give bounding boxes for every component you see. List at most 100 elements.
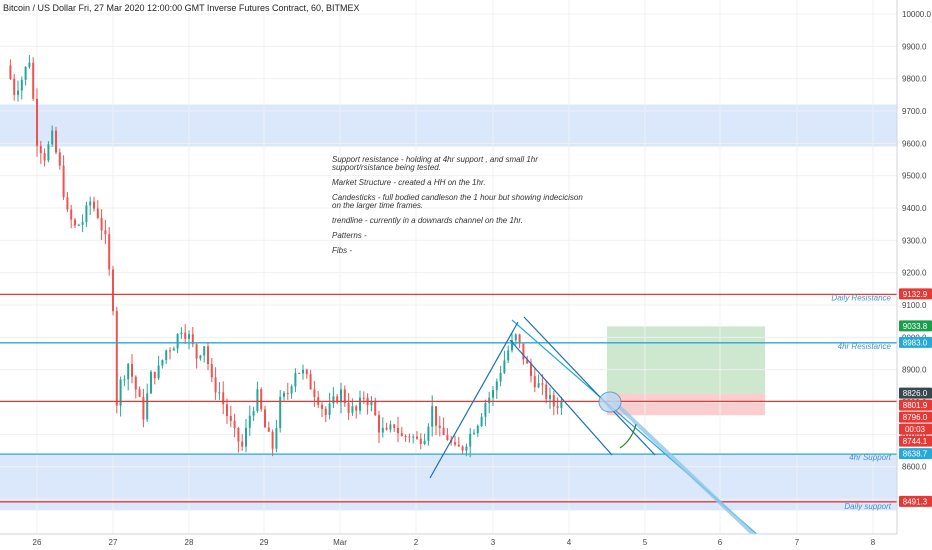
candle-down bbox=[222, 392, 225, 405]
candle-up bbox=[165, 350, 168, 361]
candle-down bbox=[530, 363, 532, 377]
candle-down bbox=[233, 420, 236, 428]
candle-down bbox=[43, 153, 46, 161]
candle-down bbox=[526, 359, 529, 364]
candle-up bbox=[427, 426, 430, 441]
candle-down bbox=[347, 403, 350, 413]
candle-up bbox=[17, 90, 19, 95]
price-tag-text: 8983.0 bbox=[903, 338, 928, 347]
candle-down bbox=[134, 376, 137, 390]
price-tick-label: 8900.0 bbox=[902, 366, 927, 375]
note-patterns: Patterns - bbox=[332, 231, 367, 240]
time-axis-bg bbox=[0, 534, 932, 550]
candle-up bbox=[81, 222, 84, 225]
price-tag-text: 8491.3 bbox=[903, 497, 928, 506]
note-candlesticks: Candesticks - full bodied candleson the … bbox=[332, 193, 583, 210]
candle-up bbox=[275, 428, 278, 449]
candle-down bbox=[96, 208, 99, 218]
candle-down bbox=[454, 442, 456, 445]
level-label: 4hr Resistance bbox=[838, 342, 892, 351]
price-tick-label: 9400.0 bbox=[902, 204, 927, 213]
price-tag: 8744.1 bbox=[899, 435, 932, 447]
time-tick-label: 6 bbox=[718, 538, 723, 547]
price-tick-label: 9900.0 bbox=[902, 42, 927, 51]
price-tag-bg bbox=[899, 411, 932, 423]
candle-down bbox=[267, 427, 270, 432]
arrow-curve bbox=[619, 423, 637, 449]
candle-down bbox=[169, 350, 171, 352]
candle-down bbox=[70, 209, 73, 220]
candle-down bbox=[419, 438, 422, 445]
candle-up bbox=[119, 379, 122, 406]
level-label: Daily Resistance bbox=[831, 293, 891, 302]
candle-up bbox=[492, 390, 494, 398]
candle-down bbox=[446, 435, 449, 441]
price-tag-text: 8801.9 bbox=[903, 401, 928, 410]
price-tag-text: 8826.0 bbox=[903, 389, 928, 398]
time-tick-label: 5 bbox=[643, 538, 648, 547]
candle-down bbox=[385, 427, 388, 430]
note-trendline: trendline - currently in a downards chan… bbox=[332, 216, 523, 225]
price-tag: 8491.3 bbox=[899, 495, 932, 507]
candle-up bbox=[176, 334, 179, 349]
candle-down bbox=[153, 371, 156, 379]
time-tick-label: 2 bbox=[414, 538, 419, 547]
price-tag-text: 9033.8 bbox=[903, 322, 928, 331]
candle-down bbox=[13, 78, 16, 95]
price-tag-bg bbox=[899, 320, 932, 332]
candle-down bbox=[545, 384, 548, 400]
price-tag-bg bbox=[899, 288, 932, 300]
candle-up bbox=[127, 363, 130, 380]
price-tag: 8983.0 bbox=[899, 336, 932, 348]
candle-up bbox=[351, 406, 354, 413]
candle-down bbox=[195, 344, 198, 359]
time-tick-label: Mar bbox=[333, 538, 347, 547]
loss-zone[interactable] bbox=[607, 393, 765, 416]
candle-down bbox=[324, 408, 327, 416]
candle-down bbox=[404, 436, 407, 438]
price-tag: 9033.8 bbox=[899, 320, 932, 332]
price-tag-text: 8744.1 bbox=[903, 437, 928, 446]
candle-down bbox=[461, 446, 464, 451]
candle-up bbox=[85, 205, 88, 223]
time-tick-label: 7 bbox=[795, 538, 800, 547]
candle-down bbox=[74, 219, 76, 226]
candle-down bbox=[438, 425, 441, 428]
price-tags-layer: 9132.9 9033.8 8983.0 8826.0 8801.9 8796.0 00:0… bbox=[899, 288, 932, 507]
projection-line[interactable] bbox=[610, 398, 772, 550]
candle-up bbox=[77, 224, 80, 226]
candle-up bbox=[389, 424, 392, 430]
price-tag-bg bbox=[899, 495, 932, 507]
profit-zone[interactable] bbox=[607, 326, 765, 394]
candle-up bbox=[294, 372, 297, 387]
trendline-up[interactable] bbox=[429, 321, 519, 479]
candle-up bbox=[157, 365, 160, 379]
time-tick-label: 8 bbox=[871, 538, 876, 547]
candle-up bbox=[28, 62, 31, 67]
candle-down bbox=[362, 397, 365, 399]
time-tick-label: 4 bbox=[567, 538, 572, 547]
candle-down bbox=[9, 65, 12, 79]
candle-down bbox=[229, 416, 232, 421]
price-tag-text: 00:03 bbox=[905, 425, 926, 434]
candle-down bbox=[435, 406, 437, 426]
levels-layer: Daily Resistance 4hr Resistance 4hr Suppor… bbox=[0, 293, 897, 511]
candle-up bbox=[279, 396, 282, 429]
candle-up bbox=[172, 348, 175, 351]
highlight-circle[interactable] bbox=[598, 391, 622, 413]
candle-up bbox=[218, 392, 221, 394]
candle-down bbox=[309, 374, 312, 390]
channel-line-lower2[interactable] bbox=[509, 339, 613, 456]
candle-up bbox=[199, 355, 202, 359]
note-market-structure: Market Structure - created a HH on the 1… bbox=[332, 178, 486, 187]
candle-up bbox=[283, 392, 285, 397]
sr-zone bbox=[0, 104, 897, 147]
candle-down bbox=[408, 436, 411, 438]
candle-up bbox=[431, 406, 434, 427]
price-tick-label: 8600.0 bbox=[902, 463, 927, 472]
candle-down bbox=[298, 372, 301, 374]
candle-down bbox=[260, 389, 263, 410]
candle-up bbox=[507, 350, 510, 361]
candle-up bbox=[146, 393, 149, 420]
